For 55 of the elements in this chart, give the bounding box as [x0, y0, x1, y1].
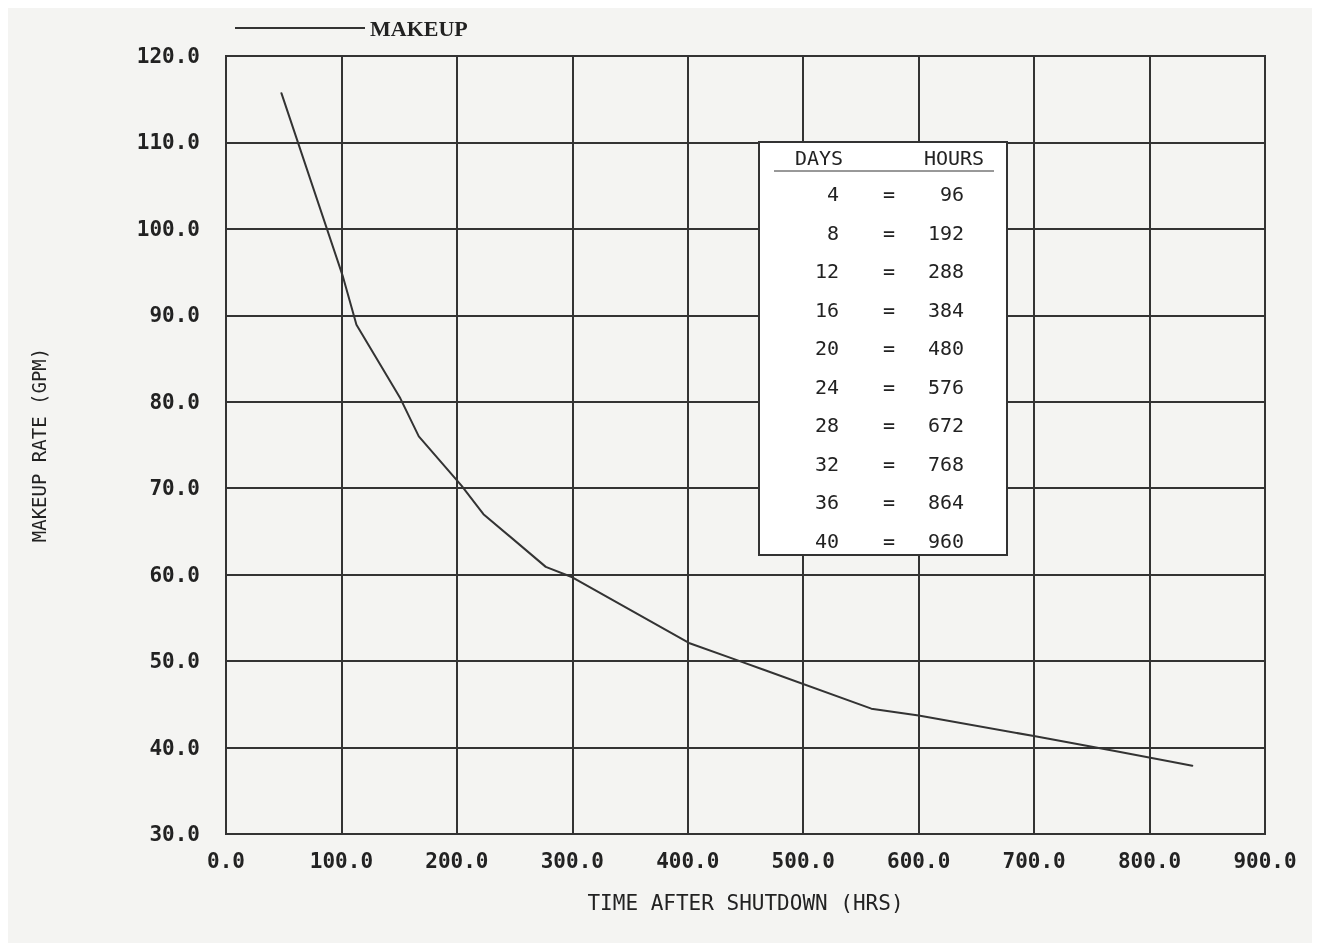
- annotation: 4: [826, 182, 839, 206]
- annotation: 36: [814, 490, 839, 514]
- annotation: =: [882, 374, 896, 399]
- annotation: 96: [939, 182, 964, 206]
- x-tick-label: 400.0: [656, 848, 720, 873]
- annotation: 20: [814, 336, 839, 360]
- annotation: =: [882, 413, 896, 437]
- annotation: 384: [927, 297, 964, 322]
- x-tick-label: 900.0: [1233, 848, 1297, 873]
- annotation: 12: [814, 259, 839, 283]
- annotation: 16: [814, 297, 839, 322]
- annotation: 28: [814, 413, 839, 437]
- annotation: 32: [814, 451, 839, 476]
- annotation: 576: [927, 374, 964, 399]
- x-tick-label: 700.0: [1002, 848, 1066, 873]
- x-tick-label: 600.0: [887, 848, 951, 873]
- y-tick-label: 70.0: [149, 476, 200, 501]
- annotation: HOURS: [923, 146, 985, 170]
- x-tick-label: 500.0: [771, 848, 835, 873]
- y-tick-label: 80.0: [149, 389, 200, 414]
- annotation: DAYS: [794, 146, 844, 170]
- annotation: =: [882, 220, 896, 245]
- y-tick-label: 30.0: [149, 822, 200, 846]
- y-tick-label: 110.0: [136, 130, 200, 155]
- x-tick-label: 200.0: [425, 848, 489, 873]
- annotation: 192: [927, 220, 964, 245]
- y-tick-label: 120.0: [136, 44, 200, 68]
- annotation: =: [882, 259, 896, 283]
- y-tick-label: 40.0: [149, 735, 200, 760]
- annotation: =: [882, 182, 896, 206]
- text: MAKEUP: [370, 15, 468, 41]
- annotation: 24: [814, 374, 839, 399]
- x-tick-label: 300.0: [540, 848, 604, 873]
- annotation: 40: [814, 528, 839, 553]
- y-tick-label: 100.0: [136, 216, 200, 241]
- y-tick-label: 90.0: [149, 303, 200, 328]
- annotation: =: [882, 490, 896, 514]
- x-tick-label: 100.0: [309, 848, 374, 873]
- annotation: =: [882, 451, 896, 476]
- annotation: 8: [826, 220, 839, 245]
- annotation: 480: [927, 336, 964, 360]
- annotation: 960: [927, 528, 964, 553]
- annotation: 672: [927, 413, 964, 437]
- annotation: 768: [927, 451, 964, 476]
- x-axis-title: TIME AFTER SHUTDOWN (HRS): [587, 890, 904, 915]
- annotation: 864: [927, 490, 964, 514]
- x-tick-label: 800.0: [1117, 848, 1182, 873]
- y-axis-title: MAKEUP RATE (GPM): [27, 347, 50, 543]
- annotation: 288: [927, 259, 964, 283]
- y-tick-label: 60.0: [149, 562, 200, 587]
- annotation: =: [882, 336, 896, 360]
- y-tick-label: 50.0: [149, 649, 200, 674]
- annotation: =: [882, 297, 896, 322]
- x-tick-label: 0.0: [207, 848, 245, 873]
- annotation: =: [882, 528, 896, 553]
